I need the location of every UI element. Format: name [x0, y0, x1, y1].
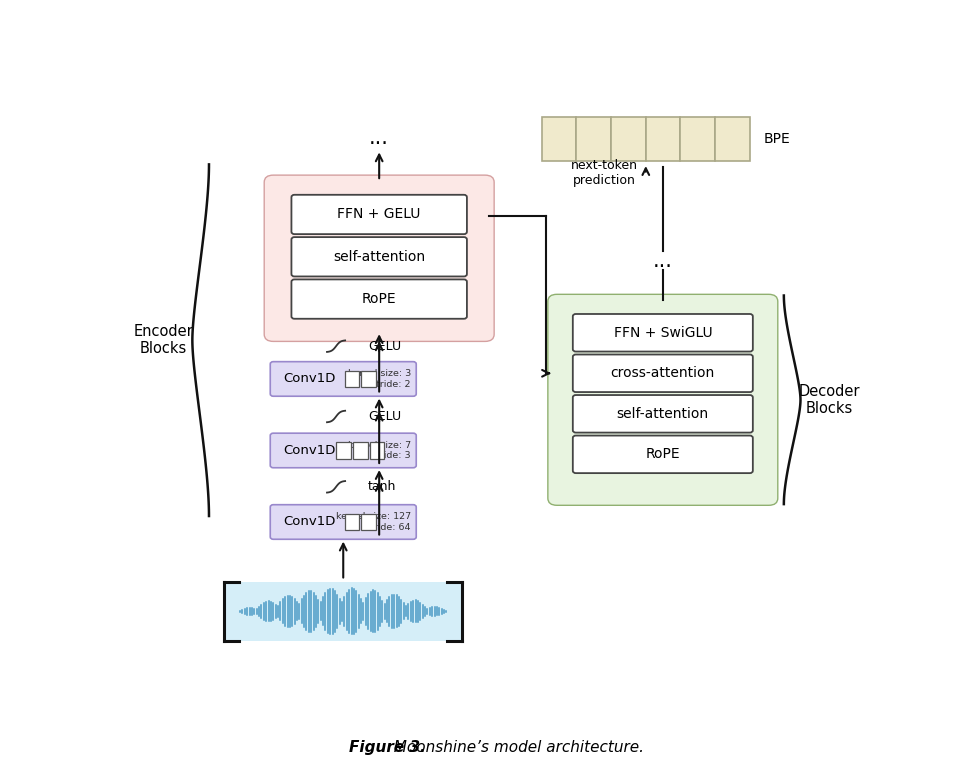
Bar	[370, 442, 385, 459]
Text: self-attention: self-attention	[333, 250, 426, 264]
Text: Conv1D: Conv1D	[283, 444, 336, 457]
Text: Encoder
Blocks: Encoder Blocks	[134, 324, 193, 356]
Bar	[715, 117, 750, 162]
Bar	[361, 371, 376, 387]
FancyBboxPatch shape	[264, 175, 494, 341]
FancyBboxPatch shape	[573, 395, 752, 433]
Bar	[611, 117, 646, 162]
Bar	[646, 117, 680, 162]
Bar	[336, 442, 350, 459]
Text: Decoder
Blocks: Decoder Blocks	[798, 384, 860, 416]
Text: ...: ...	[653, 251, 672, 271]
FancyBboxPatch shape	[270, 433, 416, 467]
FancyBboxPatch shape	[292, 195, 467, 234]
Text: Figure 3.  Moonshine’s model architecture.: Figure 3. Moonshine’s model architecture…	[0, 773, 1, 774]
FancyBboxPatch shape	[573, 314, 752, 351]
Bar	[353, 442, 368, 459]
FancyBboxPatch shape	[270, 505, 416, 539]
Text: GELU: GELU	[368, 340, 401, 353]
Text: ...: ...	[369, 128, 389, 148]
Bar	[224, 581, 463, 641]
Text: BPE: BPE	[763, 132, 791, 146]
Text: RoPE: RoPE	[645, 447, 680, 461]
Text: Moonshine’s model architecture.: Moonshine’s model architecture.	[384, 740, 643, 755]
Bar	[542, 117, 577, 162]
FancyBboxPatch shape	[573, 354, 752, 392]
FancyBboxPatch shape	[292, 237, 467, 276]
Text: FFN + GELU: FFN + GELU	[338, 207, 421, 221]
Bar	[361, 514, 376, 530]
Text: kernel size: 7
stride: 3: kernel size: 7 stride: 3	[347, 440, 411, 461]
Bar	[345, 371, 359, 387]
Text: GELU: GELU	[368, 410, 401, 423]
Text: self-attention: self-attention	[617, 407, 709, 421]
Text: tanh: tanh	[368, 481, 396, 493]
Text: Conv1D: Conv1D	[283, 372, 336, 385]
Text: next-token
prediction: next-token prediction	[571, 159, 637, 187]
Text: Conv1D: Conv1D	[283, 515, 336, 529]
Bar	[680, 117, 715, 162]
Text: kernel size: 3
stride: 2: kernel size: 3 stride: 2	[347, 369, 411, 389]
FancyBboxPatch shape	[548, 294, 778, 505]
Text: kernel size: 127
stride: 64: kernel size: 127 stride: 64	[336, 512, 411, 532]
Bar	[577, 117, 611, 162]
Bar	[345, 514, 359, 530]
FancyBboxPatch shape	[270, 361, 416, 396]
Text: Figure 3.: Figure 3.	[349, 740, 427, 755]
Text: RoPE: RoPE	[362, 292, 396, 306]
Text: FFN + SwiGLU: FFN + SwiGLU	[614, 326, 712, 340]
FancyBboxPatch shape	[573, 436, 752, 473]
Text: cross-attention: cross-attention	[611, 366, 715, 380]
FancyBboxPatch shape	[292, 279, 467, 319]
